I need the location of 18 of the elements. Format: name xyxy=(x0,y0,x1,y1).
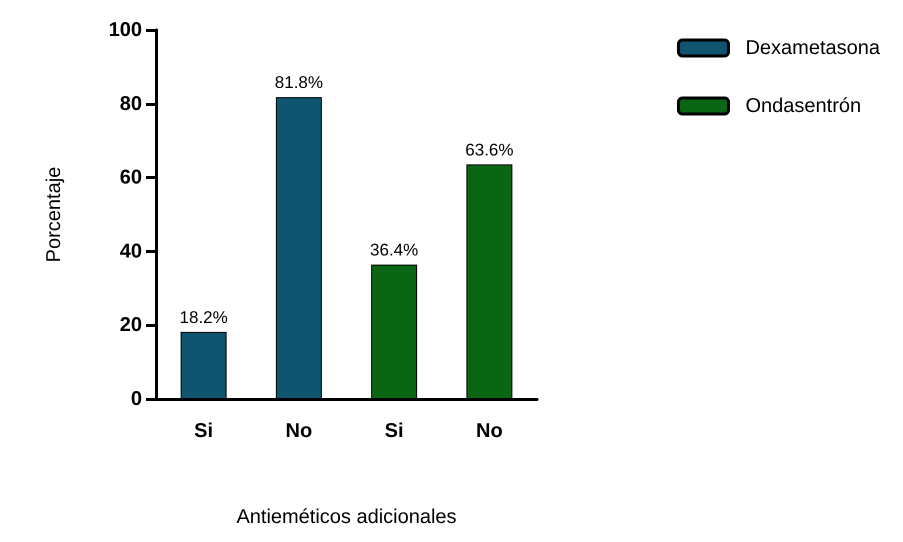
x-axis-title: Antieméticos adicionales xyxy=(236,506,457,528)
y-tick-label: 20 xyxy=(120,314,142,336)
x-tick-label: No xyxy=(286,420,312,442)
data-label: 63.6% xyxy=(465,140,514,160)
x-tick-label: No xyxy=(476,420,503,442)
x-tick-label: Si xyxy=(194,420,214,442)
x-tick-label: Si xyxy=(384,420,404,442)
data-label: 36.4% xyxy=(370,240,418,260)
y-tick-label: 100 xyxy=(108,19,142,41)
y-tick-label: 80 xyxy=(120,92,142,115)
legend-label: Dexametasona xyxy=(745,37,881,59)
y-tick-label: 40 xyxy=(120,240,142,262)
y-tick-label: 0 xyxy=(130,388,142,410)
y-tick-label: 60 xyxy=(120,166,142,189)
legend-label: Ondasentrón xyxy=(745,95,862,117)
data-label: 81.8% xyxy=(274,73,323,92)
y-axis-title: Porcentaje xyxy=(43,166,65,262)
data-label: 18.2% xyxy=(180,308,228,327)
